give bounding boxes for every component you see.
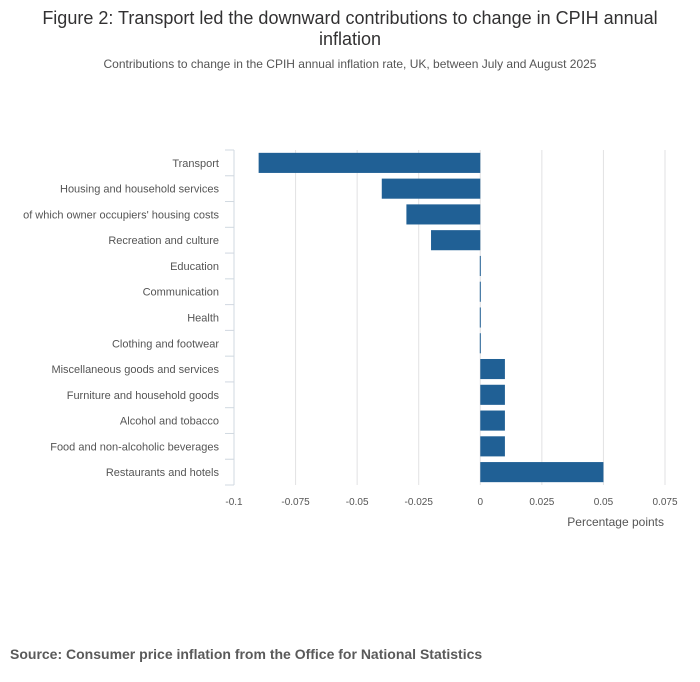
category-label: Housing and household services (60, 184, 219, 196)
category-label: Education (170, 261, 219, 273)
chart-title: Figure 2: Transport led the downward con… (42, 8, 658, 49)
grid-lines (225, 149, 666, 486)
category-label: Restaurants and hotels (106, 467, 220, 479)
x-tick-label: 0.075 (652, 497, 677, 508)
bar[interactable] (258, 152, 481, 173)
category-label: Alcohol and tobacco (120, 416, 219, 428)
bar[interactable] (479, 281, 481, 302)
x-tick-label: 0.05 (594, 497, 614, 508)
category-label: Recreation and culture (108, 235, 219, 247)
category-label: Clothing and footwear (112, 338, 219, 350)
bar[interactable] (480, 410, 505, 431)
x-tick-label: -0.1 (225, 497, 243, 508)
category-label: Food and non-alcoholic beverages (50, 441, 219, 453)
category-label: Furniture and household goods (67, 390, 220, 402)
bar[interactable] (479, 333, 481, 354)
bar[interactable] (479, 255, 481, 277)
bars (258, 152, 604, 483)
category-label: of which owner occupiers' housing costs (23, 209, 219, 221)
category-labels: Transport Housing and household services o… (23, 158, 219, 479)
x-tick-label: -0.075 (281, 497, 310, 508)
bar[interactable] (480, 384, 505, 405)
bar[interactable] (381, 178, 481, 199)
bar[interactable] (406, 204, 481, 225)
bar[interactable] (480, 462, 604, 483)
x-axis-title: Percentage points (567, 515, 664, 529)
source-note: Source: Consumer price inflation from th… (10, 646, 483, 662)
x-axis-ticks: -0.1 -0.075 -0.05 -0.025 0 0.025 0.05 0.075 (225, 497, 678, 508)
x-tick-label: -0.05 (346, 497, 369, 508)
x-tick-label: 0 (478, 497, 484, 508)
category-label: Health (187, 313, 219, 325)
chart-subtitle: Contributions to change in the CPIH annu… (103, 57, 597, 71)
bar[interactable] (431, 230, 481, 251)
category-label: Communication (143, 287, 219, 299)
bar[interactable] (480, 358, 505, 380)
category-label: Transport (172, 158, 219, 170)
x-tick-label: -0.025 (405, 497, 434, 508)
bar[interactable] (479, 307, 481, 328)
bar[interactable] (480, 436, 505, 457)
category-label: Miscellaneous goods and services (51, 364, 219, 376)
x-tick-label: 0.025 (529, 497, 554, 508)
